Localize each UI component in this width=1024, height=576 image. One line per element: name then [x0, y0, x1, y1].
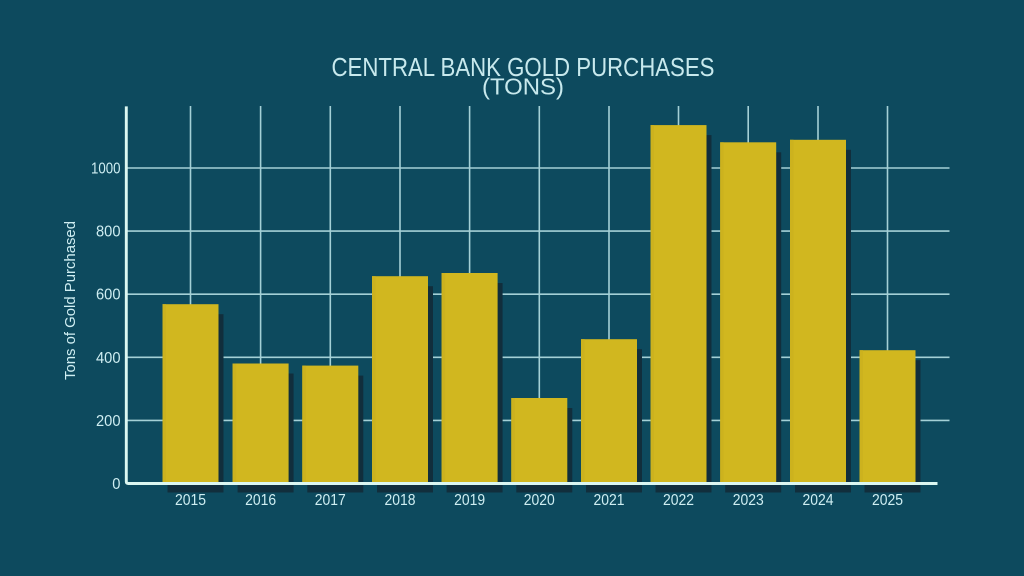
svg-text:CENTRAL BANK GOLD PURCHASES: CENTRAL BANK GOLD PURCHASES [332, 52, 715, 82]
svg-text:2024: 2024 [803, 492, 834, 509]
svg-text:800: 800 [96, 224, 121, 241]
svg-text:2016: 2016 [245, 492, 276, 509]
svg-text:2017: 2017 [315, 492, 346, 509]
svg-text:400: 400 [96, 350, 121, 367]
svg-text:2020: 2020 [524, 492, 555, 509]
svg-text:2015: 2015 [175, 492, 206, 509]
svg-text:2021: 2021 [594, 492, 625, 509]
svg-text:(TONS): (TONS) [482, 74, 564, 100]
svg-text:200: 200 [96, 413, 121, 430]
svg-text:2025: 2025 [872, 492, 903, 509]
svg-text:2022: 2022 [663, 492, 694, 509]
svg-text:0: 0 [112, 476, 120, 493]
svg-text:Tons of Gold Purchased: Tons of Gold Purchased [62, 221, 79, 380]
svg-text:2019: 2019 [454, 492, 485, 509]
svg-text:1000: 1000 [91, 161, 121, 178]
svg-text:600: 600 [96, 287, 121, 304]
svg-text:2018: 2018 [385, 492, 416, 509]
svg-text:2023: 2023 [733, 492, 764, 509]
